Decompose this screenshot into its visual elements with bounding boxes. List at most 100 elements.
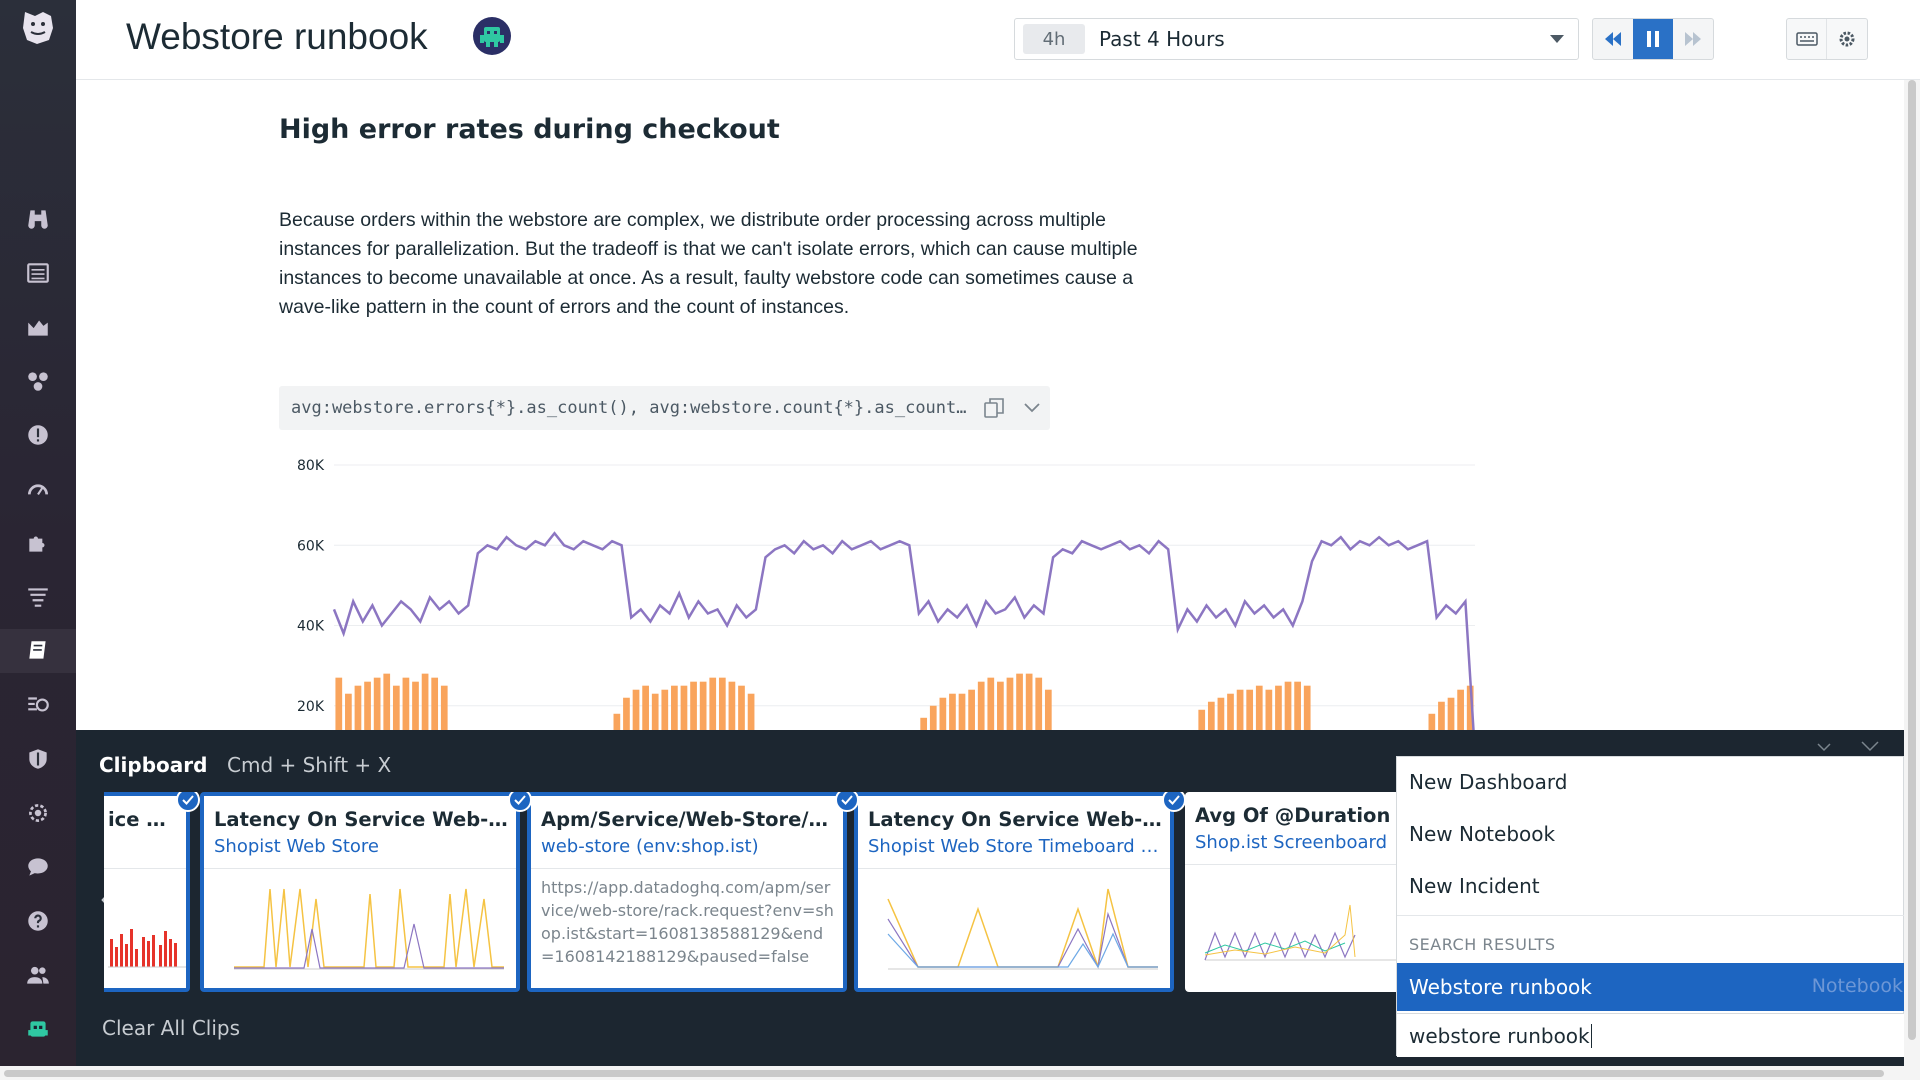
chat-icon bbox=[28, 858, 48, 876]
chart-icon bbox=[28, 320, 48, 336]
notebook-tools bbox=[1786, 18, 1868, 60]
avatar-icon bbox=[28, 1021, 48, 1037]
time-range-label: Past 4 Hours bbox=[1099, 27, 1225, 51]
expand-query-button[interactable] bbox=[1017, 393, 1047, 423]
chevron-down-icon bbox=[1550, 35, 1564, 43]
y-tick-label: 60K bbox=[297, 538, 325, 554]
clip-source-link[interactable]: Shopist Web Store Timeboard [... bbox=[868, 836, 1162, 857]
nav-monitors-icon[interactable] bbox=[0, 413, 76, 457]
export-dropdown: New Dashboard New Notebook New Incident … bbox=[1396, 756, 1905, 1057]
clip-source-link[interactable]: web-store (env:shop.ist) bbox=[541, 836, 759, 857]
clear-all-clips-button[interactable]: Clear All Clips bbox=[102, 1016, 241, 1040]
clip-selected-check-icon[interactable] bbox=[835, 792, 859, 812]
new-dashboard-option[interactable]: New Dashboard bbox=[1409, 770, 1568, 794]
nav-user-icon[interactable] bbox=[0, 1007, 76, 1051]
error-count-bar[interactable] bbox=[1016, 673, 1023, 786]
scrollbar-thumb[interactable] bbox=[1908, 80, 1916, 1040]
clip-preview bbox=[204, 868, 516, 988]
clip-title: Latency On Service Web-Sto... bbox=[868, 808, 1162, 831]
search-result-item[interactable]: Webstore runbook Notebook bbox=[1397, 963, 1905, 1011]
nodes-icon bbox=[28, 372, 48, 391]
minimize-icon[interactable] bbox=[1817, 743, 1831, 752]
clip-selected-check-icon[interactable] bbox=[176, 792, 200, 812]
nav-chat-icon[interactable] bbox=[0, 845, 76, 889]
nav-team-icon[interactable] bbox=[0, 953, 76, 997]
search-result-type: Notebook bbox=[1811, 975, 1903, 997]
collapse-icon[interactable] bbox=[1861, 741, 1879, 752]
y-tick-label: 80K bbox=[297, 458, 325, 474]
query-text[interactable]: avg:webstore.errors{*}.as_count(), avg:w… bbox=[291, 398, 971, 418]
fast-forward-button[interactable] bbox=[1673, 19, 1713, 59]
nav-security-icon[interactable] bbox=[0, 737, 76, 781]
section-heading[interactable]: High error rates during checkout bbox=[279, 114, 780, 145]
vertical-scrollbar[interactable] bbox=[1904, 80, 1920, 1080]
page-title[interactable]: Webstore runbook bbox=[126, 16, 428, 57]
error-count-bar[interactable] bbox=[1025, 673, 1033, 786]
search-results-label: SEARCH RESULTS bbox=[1409, 935, 1556, 954]
search-input[interactable]: webstore runbook bbox=[1397, 1013, 1905, 1057]
scrollbar-thumb[interactable] bbox=[4, 1070, 1884, 1077]
nav-apm-icon[interactable] bbox=[0, 467, 76, 511]
clip-url: https://app.datadoghq.com/apm/service/we… bbox=[541, 878, 834, 966]
copy-query-button[interactable] bbox=[979, 393, 1009, 423]
integrations-icon bbox=[29, 804, 47, 822]
nav-help-icon[interactable] bbox=[0, 899, 76, 943]
clip-card[interactable]: Latency On Service Web-Sto... Shopist We… bbox=[200, 792, 520, 992]
keyboard-shortcuts-button[interactable] bbox=[1787, 19, 1828, 59]
search-input-value: webstore runbook bbox=[1409, 1023, 1590, 1048]
chevron-down-icon bbox=[1024, 403, 1040, 413]
pause-button[interactable] bbox=[1633, 19, 1673, 59]
clip-card[interactable]: ice Web... bbox=[104, 792, 190, 992]
time-range-picker[interactable]: 4h Past 4 Hours bbox=[1014, 18, 1579, 60]
clip-line-thumbnail bbox=[234, 888, 504, 970]
error-count-bar[interactable] bbox=[383, 673, 391, 786]
time-range-badge: 4h bbox=[1023, 24, 1085, 54]
logs-icon bbox=[28, 588, 48, 607]
help-icon bbox=[28, 911, 48, 931]
clip-title: Apm/Service/Web-Store/Ra... bbox=[541, 808, 835, 831]
nav-settings-icon[interactable] bbox=[0, 791, 76, 835]
y-tick-label: 20K bbox=[297, 699, 325, 715]
divider bbox=[1397, 915, 1905, 916]
nav-infrastructure-icon[interactable] bbox=[0, 359, 76, 403]
text-cursor bbox=[1590, 1023, 1592, 1048]
query-box[interactable]: avg:webstore.errors{*}.as_count(), avg:w… bbox=[279, 386, 1050, 430]
gauge-icon bbox=[27, 484, 49, 496]
nav-events-icon[interactable] bbox=[0, 251, 76, 295]
nav-search-icon[interactable] bbox=[0, 197, 76, 241]
playback-controls bbox=[1592, 18, 1714, 60]
list-icon bbox=[27, 263, 49, 283]
horizontal-scrollbar[interactable] bbox=[0, 1066, 1920, 1080]
new-notebook-option[interactable]: New Notebook bbox=[1409, 822, 1556, 846]
clip-card[interactable]: Latency On Service Web-Sto... Shopist We… bbox=[854, 792, 1174, 992]
clip-source-link[interactable]: Shopist Web Store bbox=[214, 836, 379, 857]
nav-integrations-icon[interactable] bbox=[0, 521, 76, 565]
error-count-bar[interactable] bbox=[421, 673, 429, 786]
left-nav bbox=[0, 0, 76, 1080]
alert-icon bbox=[28, 425, 48, 445]
settings-button[interactable] bbox=[1827, 19, 1867, 59]
new-incident-option[interactable]: New Incident bbox=[1409, 874, 1540, 898]
rum-icon bbox=[28, 697, 49, 712]
nav-notebooks-icon[interactable] bbox=[0, 629, 76, 673]
instance-count-line[interactable] bbox=[332, 531, 1477, 754]
clip-selected-check-icon[interactable] bbox=[1162, 792, 1186, 812]
gear-icon bbox=[1839, 31, 1855, 47]
section-paragraph[interactable]: Because orders within the webstore are c… bbox=[279, 209, 1138, 318]
rewind-button[interactable] bbox=[1593, 19, 1633, 59]
clip-card[interactable]: Apm/Service/Web-Store/Ra... web-store (e… bbox=[527, 792, 847, 992]
clip-selected-check-icon[interactable] bbox=[508, 792, 532, 812]
clip-preview bbox=[531, 868, 843, 988]
nav-logs-icon[interactable] bbox=[0, 575, 76, 619]
notebook-icon bbox=[29, 641, 46, 659]
y-tick-label: 40K bbox=[297, 619, 325, 635]
clip-title: Latency On Service Web-Sto... bbox=[214, 808, 508, 831]
datadog-logo-icon[interactable] bbox=[17, 6, 59, 48]
clip-preview bbox=[858, 868, 1170, 988]
panel-controls bbox=[1817, 741, 1879, 752]
pause-icon bbox=[1647, 31, 1659, 47]
nav-dashboards-icon[interactable] bbox=[0, 305, 76, 349]
nav-rum-icon[interactable] bbox=[0, 683, 76, 727]
notebook-author-avatar-icon bbox=[473, 17, 511, 55]
